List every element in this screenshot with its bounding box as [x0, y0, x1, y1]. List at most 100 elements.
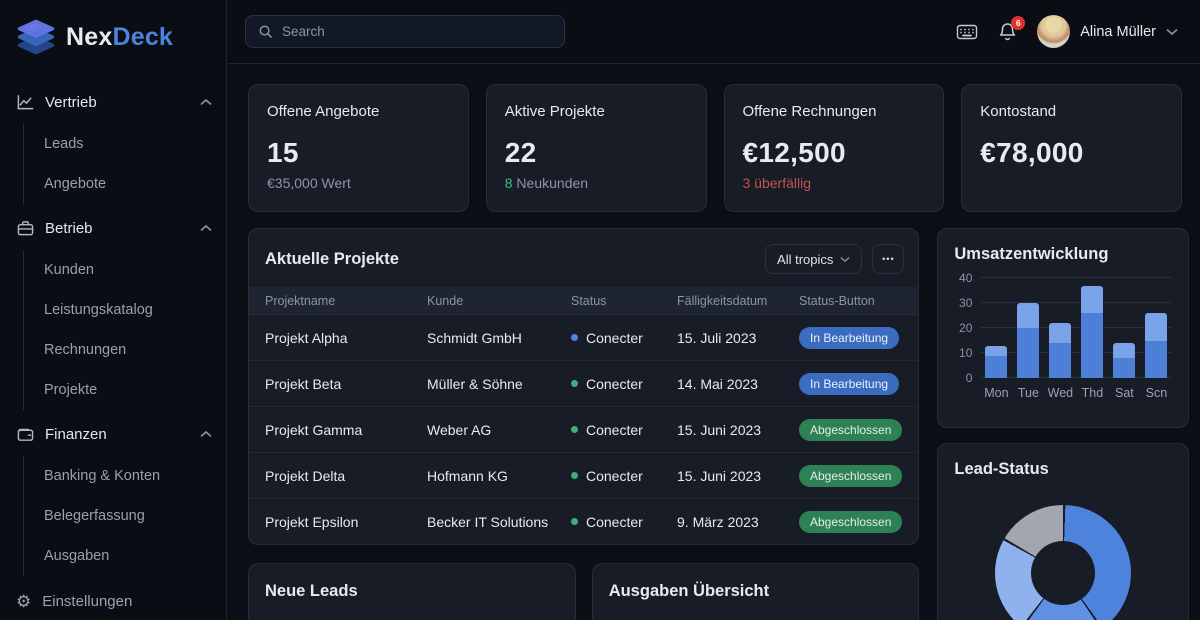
sidebar-item-banking-konten[interactable]: Banking & Konten: [44, 468, 161, 484]
donut-chart[interactable]: [995, 505, 1132, 620]
keyboard-icon[interactable]: [956, 23, 978, 41]
sidebar-item-finanzen[interactable]: Finanzen: [16, 414, 212, 454]
lower-segment: [1113, 358, 1136, 378]
sidebar-item-label: Finanzen: [45, 425, 107, 443]
bar-thd[interactable]: [1081, 285, 1104, 378]
card-title: Neue Leads: [265, 582, 358, 600]
sidebar-item-betrieb[interactable]: Betrieb: [16, 208, 212, 248]
cell-status: Conecter: [571, 330, 677, 346]
stats-row: Offene Angebote 15 €35,000 Wert Aktive P…: [248, 84, 1182, 212]
stat-card-offene-rechnungen[interactable]: Offene Rechnungen €12,500 3 überfällig: [723, 84, 945, 212]
cell-status: Conecter: [571, 514, 677, 530]
ausgaben-uebersicht-card[interactable]: Ausgaben Übersicht: [591, 563, 920, 620]
sidebar-item-leistungskatalog[interactable]: Leistungskatalog: [44, 302, 153, 318]
more-options-button[interactable]: •••: [872, 244, 905, 274]
chevron-down-icon: [840, 256, 850, 263]
cell-status-button: Abgeschlossen: [799, 464, 903, 487]
cell-kunde: Hofmann KG: [427, 467, 508, 484]
chevron-up-icon: [200, 430, 212, 438]
cell-status-button: In Bearbeitung: [799, 372, 902, 395]
topics-filter-dropdown[interactable]: All tropics: [765, 244, 863, 274]
sidebar-item-angebote[interactable]: Angebote: [44, 176, 107, 192]
table-row[interactable]: Projekt Beta Müller & Söhne Conecter 14.…: [249, 360, 919, 406]
bell-icon[interactable]: 6: [998, 15, 1026, 42]
stat-card-aktive-projekte[interactable]: Aktive Projekte 22 8 Neukunden: [485, 84, 707, 212]
stat-value: 15: [267, 137, 299, 168]
chevron-down-icon: [1166, 28, 1178, 36]
cell-projektname: Projekt Alpha: [265, 329, 348, 346]
status-badge[interactable]: Abgeschlossen: [799, 510, 903, 533]
wallet-icon: [16, 425, 34, 443]
left-column: Aktuelle Projekte All tropics ••• Projek…: [248, 228, 920, 620]
cell-status-button: In Bearbeitung: [799, 326, 902, 349]
sidebar-item-einstellungen[interactable]: ⚙ Einstellungen: [16, 580, 212, 620]
projects-card-header: Aktuelle Projekte All tropics •••: [249, 229, 918, 287]
chevron-up-icon: [200, 224, 212, 232]
cell-faelligkeitsdatum: 15. Juni 2023: [677, 467, 762, 484]
sidebar: NexDeck Vertrieb Leads Angebote: [0, 0, 227, 620]
brand-name: NexDeck: [66, 22, 174, 51]
bar-tue[interactable]: [1017, 303, 1040, 378]
status-badge[interactable]: Abgeschlossen: [799, 418, 903, 441]
column-header-projektname: Projektname: [265, 293, 336, 308]
stat-highlight: 8: [504, 175, 513, 191]
cell-kunde: Müller & Söhne: [427, 375, 523, 392]
sidebar-item-kunden[interactable]: Kunden: [44, 262, 94, 278]
neue-leads-card[interactable]: Neue Leads: [248, 563, 576, 620]
vertrieb-sublist: Leads Angebote: [23, 124, 212, 204]
cell-status-button: Abgeschlossen: [799, 418, 903, 441]
table-row[interactable]: Projekt Epsilon Becker IT Solutions Cone…: [249, 498, 919, 544]
table-row[interactable]: Projekt Delta Hofmann KG Conecter 15. Ju…: [249, 452, 919, 498]
chart-title: Lead-Status: [954, 460, 1049, 478]
table-row[interactable]: Projekt Alpha Schmidt GmbH Conecter 15. …: [249, 314, 919, 360]
lower-segment: [1049, 343, 1072, 378]
y-tick-label: 40: [959, 271, 973, 285]
table-footer-spacer: [249, 544, 918, 545]
table-row[interactable]: Projekt Gamma Weber AG Conecter 15. Juni…: [249, 406, 919, 452]
sidebar-item-leads[interactable]: Leads: [44, 136, 84, 152]
briefcase-icon: [16, 219, 34, 237]
column-header-kunde: Kunde: [427, 293, 464, 308]
cell-status: Conecter: [571, 468, 677, 484]
sidebar-item-ausgaben[interactable]: Ausgaben: [44, 548, 110, 564]
upper-segment: [985, 345, 1008, 356]
status-dot: [571, 472, 578, 479]
bar-sat[interactable]: [1113, 343, 1136, 378]
status-badge[interactable]: In Bearbeitung: [799, 372, 900, 395]
search-box[interactable]: [245, 15, 565, 48]
bar-wed[interactable]: [1049, 323, 1072, 378]
stat-title: Offene Rechnungen: [742, 103, 877, 120]
sidebar-item-label: Einstellungen: [42, 592, 133, 610]
sidebar-item-projekte[interactable]: Projekte: [44, 382, 98, 398]
upper-segment: [1081, 285, 1104, 313]
status-badge[interactable]: In Bearbeitung: [799, 326, 900, 349]
sidebar-item-vertrieb[interactable]: Vertrieb: [16, 82, 212, 122]
cell-faelligkeitsdatum: 15. Juli 2023: [677, 329, 757, 346]
logo: NexDeck: [16, 16, 212, 82]
gridline: [980, 352, 1173, 353]
sidebar-item-belegerfassung[interactable]: Belegerfassung: [44, 508, 145, 524]
stat-value: €78,000: [980, 137, 1084, 168]
column-header-status-button: Status-Button: [799, 293, 875, 308]
nav-group-vertrieb: Vertrieb Leads Angebote: [16, 82, 212, 204]
status-badge[interactable]: Abgeschlossen: [799, 464, 903, 487]
status-dot: [571, 380, 578, 387]
bar-scn[interactable]: [1145, 313, 1168, 378]
stat-card-kontostand[interactable]: Kontostand €78,000: [961, 84, 1182, 212]
y-tick-label: 20: [959, 321, 973, 335]
cell-kunde: Becker IT Solutions: [427, 513, 549, 530]
search-input[interactable]: [282, 24, 552, 39]
bar-yaxis: 0 10 20 30 40: [954, 271, 980, 385]
stat-value: 22: [504, 137, 537, 168]
cell-status: Conecter: [571, 422, 677, 438]
stat-card-offene-angebote[interactable]: Offene Angebote 15 €35,000 Wert: [248, 84, 469, 212]
y-tick-label: 10: [959, 346, 973, 360]
main-content: Offene Angebote 15 €35,000 Wert Aktive P…: [227, 64, 1200, 620]
right-column: Umsatzentwicklung 0 10 20 30 40 Mon Tue Wed Thd…: [937, 228, 1190, 620]
topbar-actions: 6 Alina Müller: [956, 15, 1178, 48]
bar-mon[interactable]: [985, 345, 1008, 378]
lower-segment: [1145, 340, 1168, 378]
user-menu[interactable]: Alina Müller: [1037, 15, 1178, 48]
stat-title: Offene Angebote: [267, 103, 380, 120]
sidebar-item-rechnungen[interactable]: Rechnungen: [44, 342, 127, 358]
